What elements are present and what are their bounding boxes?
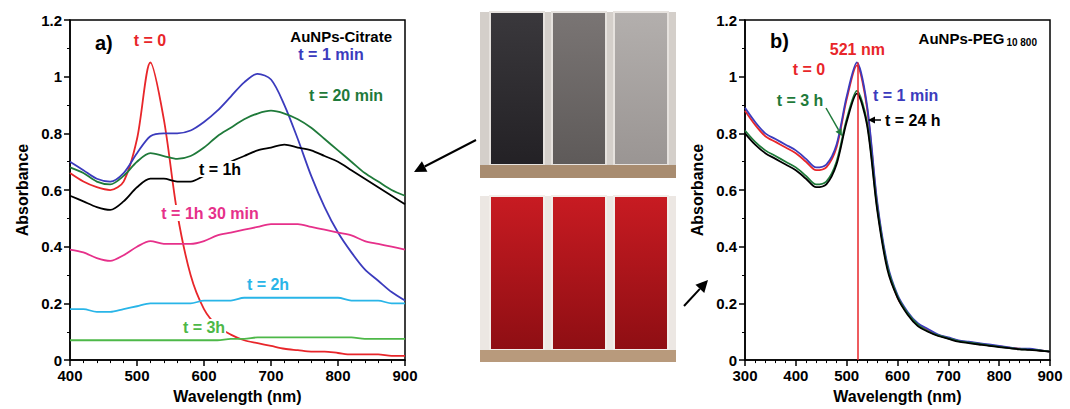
svg-text:AuNPs-Citrate: AuNPs-Citrate: [290, 28, 392, 45]
svg-text:t = 24 h: t = 24 h: [885, 112, 941, 129]
svg-text:0: 0: [54, 352, 62, 369]
svg-text:AuNPs-PEG: AuNPs-PEG: [919, 30, 1005, 47]
svg-text:521 nm: 521 nm: [830, 41, 885, 58]
svg-text:900: 900: [1037, 367, 1062, 384]
svg-text:0.4: 0.4: [716, 238, 738, 255]
svg-text:t = 0: t = 0: [134, 32, 167, 49]
svg-text:1.2: 1.2: [41, 12, 62, 29]
svg-text:b): b): [770, 30, 789, 52]
svg-text:1: 1: [729, 68, 737, 85]
svg-text:1: 1: [54, 68, 62, 85]
svg-text:Wavelength (nm): Wavelength (nm): [173, 388, 301, 405]
svg-text:300: 300: [732, 367, 757, 384]
svg-text:400: 400: [57, 367, 82, 384]
svg-text:800: 800: [325, 367, 350, 384]
svg-text:500: 500: [834, 367, 859, 384]
svg-text:400: 400: [783, 367, 808, 384]
svg-text:700: 700: [936, 367, 961, 384]
svg-text:700: 700: [258, 367, 283, 384]
svg-text:a): a): [95, 32, 113, 54]
svg-text:t = 3 h: t = 3 h: [777, 92, 824, 109]
svg-text:0.8: 0.8: [716, 125, 737, 142]
svg-text:t = 1h 30 min: t = 1h 30 min: [161, 205, 258, 222]
svg-text:0.2: 0.2: [41, 295, 62, 312]
svg-text:Wavelength (nm): Wavelength (nm): [833, 388, 961, 405]
svg-text:t = 2h: t = 2h: [247, 276, 289, 293]
svg-text:t = 20 min: t = 20 min: [309, 87, 383, 104]
svg-text:0.6: 0.6: [41, 182, 62, 199]
svg-text:600: 600: [191, 367, 216, 384]
svg-text:Absorbance: Absorbance: [14, 144, 31, 237]
svg-text:Absorbance: Absorbance: [689, 144, 706, 237]
svg-text:t = 3h: t = 3h: [183, 319, 225, 336]
svg-text:10 800: 10 800: [1006, 37, 1037, 48]
svg-text:0.8: 0.8: [41, 125, 62, 142]
svg-text:t = 1 min: t = 1 min: [873, 87, 938, 104]
svg-text:0.4: 0.4: [41, 238, 63, 255]
svg-text:600: 600: [885, 367, 910, 384]
svg-text:0.6: 0.6: [716, 182, 737, 199]
svg-text:900: 900: [392, 367, 417, 384]
svg-text:0.2: 0.2: [716, 295, 737, 312]
svg-text:t = 1h: t = 1h: [199, 161, 241, 178]
svg-text:0: 0: [729, 352, 737, 369]
svg-text:t = 1 min: t = 1 min: [298, 46, 363, 63]
svg-text:t = 0: t = 0: [793, 61, 826, 78]
svg-text:1.2: 1.2: [716, 12, 737, 29]
svg-text:500: 500: [124, 367, 149, 384]
svg-text:800: 800: [987, 367, 1012, 384]
